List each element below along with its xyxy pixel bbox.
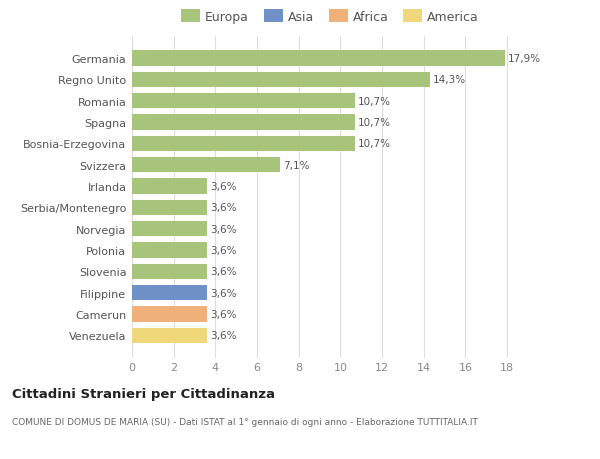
Bar <box>132 285 207 301</box>
Text: 17,9%: 17,9% <box>508 54 541 64</box>
Text: COMUNE DI DOMUS DE MARIA (SU) - Dati ISTAT al 1° gennaio di ogni anno - Elaboraz: COMUNE DI DOMUS DE MARIA (SU) - Dati IST… <box>12 418 478 426</box>
Text: 10,7%: 10,7% <box>358 139 391 149</box>
Text: 3,6%: 3,6% <box>210 182 236 192</box>
Bar <box>132 94 355 109</box>
Bar <box>132 264 207 280</box>
Bar <box>132 136 355 152</box>
Bar <box>132 243 207 258</box>
Bar <box>132 307 207 322</box>
Bar <box>132 73 430 88</box>
Text: 3,6%: 3,6% <box>210 267 236 277</box>
Bar <box>132 51 505 67</box>
Text: 3,6%: 3,6% <box>210 224 236 234</box>
Bar <box>132 115 355 130</box>
Text: 3,6%: 3,6% <box>210 246 236 256</box>
Text: 3,6%: 3,6% <box>210 203 236 213</box>
Text: 14,3%: 14,3% <box>433 75 466 85</box>
Text: 7,1%: 7,1% <box>283 161 310 170</box>
Bar <box>132 200 207 216</box>
Bar <box>132 158 280 173</box>
Text: 10,7%: 10,7% <box>358 96 391 106</box>
Bar <box>132 328 207 343</box>
Text: 3,6%: 3,6% <box>210 288 236 298</box>
Text: 10,7%: 10,7% <box>358 118 391 128</box>
Text: 3,6%: 3,6% <box>210 331 236 341</box>
Bar <box>132 179 207 195</box>
Text: Cittadini Stranieri per Cittadinanza: Cittadini Stranieri per Cittadinanza <box>12 387 275 400</box>
Legend: Europa, Asia, Africa, America: Europa, Asia, Africa, America <box>181 11 479 24</box>
Text: 3,6%: 3,6% <box>210 309 236 319</box>
Bar <box>132 222 207 237</box>
